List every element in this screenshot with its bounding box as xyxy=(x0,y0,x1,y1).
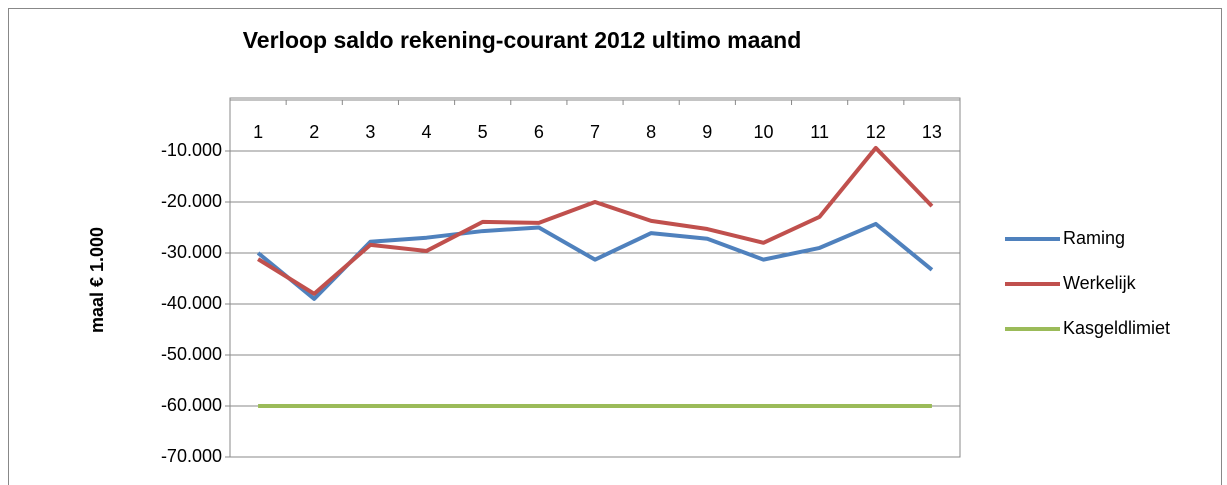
x-tick-label: 9 xyxy=(702,122,712,142)
x-tick-label: 7 xyxy=(590,122,600,142)
x-tick-label: 6 xyxy=(534,122,544,142)
x-tick-label: 4 xyxy=(422,122,432,142)
y-axis-title: maal € 1.000 xyxy=(87,227,107,333)
x-tick-label: 3 xyxy=(365,122,375,142)
y-tick-label: -10.000 xyxy=(161,140,222,160)
x-tick-label: 8 xyxy=(646,122,656,142)
series-line xyxy=(256,221,934,301)
y-tick-label: -30.000 xyxy=(161,242,222,262)
series-line xyxy=(257,145,934,296)
x-tick-label: 12 xyxy=(866,122,886,142)
y-tick-label: -40.000 xyxy=(161,293,222,313)
y-tick-label: -60.000 xyxy=(161,395,222,415)
x-tick-label: 10 xyxy=(753,122,773,142)
y-tick-label: -20.000 xyxy=(161,191,222,211)
y-tick-label: -50.000 xyxy=(161,344,222,364)
x-tick-label: 11 xyxy=(810,122,829,142)
legend-label: Raming xyxy=(1063,228,1125,248)
chart-title: Verloop saldo rekening-courant 2012 ulti… xyxy=(243,27,802,53)
x-tick-label: 1 xyxy=(253,122,263,142)
x-tick-label: 5 xyxy=(478,122,488,142)
legend-label: Kasgeldlimiet xyxy=(1063,318,1170,338)
legend-label: Werkelijk xyxy=(1063,273,1137,293)
x-tick-label: 13 xyxy=(922,122,942,142)
y-tick-label: -70.000 xyxy=(161,446,222,466)
x-tick-label: 2 xyxy=(309,122,319,142)
